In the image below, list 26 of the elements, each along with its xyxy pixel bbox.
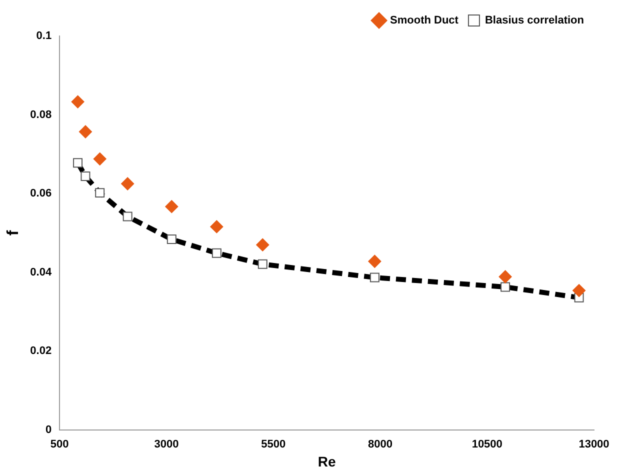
x-tick-label: 10500 xyxy=(472,438,502,451)
point xyxy=(121,177,134,190)
point xyxy=(368,254,382,268)
y-tick-label: 0.02 xyxy=(30,345,52,358)
point xyxy=(93,152,106,166)
y-tick-label: 0.1 xyxy=(36,30,52,42)
x-axis-title: Re xyxy=(318,453,336,470)
point xyxy=(256,238,270,252)
y-tick-label: 0 xyxy=(45,424,52,436)
x-tick-label: 3000 xyxy=(154,438,179,451)
y-tick-label: 0.06 xyxy=(30,188,52,200)
legend-label: Blasius correlation xyxy=(484,14,584,27)
point xyxy=(210,220,224,234)
point xyxy=(165,200,178,214)
x-tick-label: 13000 xyxy=(578,438,610,451)
point xyxy=(78,125,92,138)
point xyxy=(572,284,586,298)
y-axis-title: f xyxy=(5,230,22,236)
legend-label: Smooth Duct xyxy=(390,14,459,27)
x-tick-label: 500 xyxy=(50,438,69,451)
x-tick-label: 5500 xyxy=(261,438,286,451)
point xyxy=(498,270,512,284)
y-tick-label: 0.04 xyxy=(30,266,52,278)
point xyxy=(71,95,84,108)
y-tick-label: 0.08 xyxy=(30,108,52,121)
x-tick-label: 8000 xyxy=(368,438,392,451)
